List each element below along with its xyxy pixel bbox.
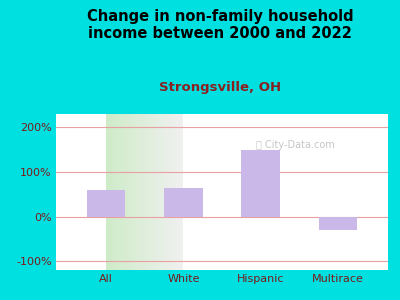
Bar — [162, 114, 163, 270]
Bar — [147, 114, 148, 270]
Bar — [174, 114, 175, 270]
Bar — [151, 114, 152, 270]
Bar — [129, 114, 130, 270]
Bar — [180, 114, 181, 270]
Bar — [140, 114, 141, 270]
Bar — [119, 114, 120, 270]
Bar — [169, 114, 170, 270]
Bar — [178, 114, 179, 270]
Bar — [145, 114, 146, 270]
Bar — [159, 114, 160, 270]
Bar — [181, 114, 182, 270]
Bar — [170, 114, 171, 270]
Bar — [125, 114, 126, 270]
Bar — [112, 114, 113, 270]
Bar — [164, 188, 203, 217]
Bar — [116, 114, 117, 270]
Bar — [168, 114, 169, 270]
Bar — [179, 114, 180, 270]
Bar — [139, 114, 140, 270]
Bar — [126, 114, 127, 270]
Bar — [115, 114, 116, 270]
Bar — [160, 114, 161, 270]
Bar — [117, 114, 118, 270]
Bar — [120, 114, 121, 270]
Bar — [130, 114, 131, 270]
Bar — [134, 114, 135, 270]
Text: Strongsville, OH: Strongsville, OH — [159, 81, 281, 94]
Bar — [318, 217, 357, 230]
Bar — [127, 114, 128, 270]
Bar — [114, 114, 115, 270]
Bar — [144, 114, 145, 270]
Text: Ⓜ City-Data.com: Ⓜ City-Data.com — [256, 140, 334, 150]
Bar — [175, 114, 176, 270]
Bar — [106, 114, 107, 270]
Bar — [150, 114, 151, 270]
Bar — [137, 114, 138, 270]
Bar — [108, 114, 109, 270]
Bar — [149, 114, 150, 270]
Bar — [154, 114, 155, 270]
Bar — [113, 114, 114, 270]
Bar — [123, 114, 124, 270]
Bar — [153, 114, 154, 270]
Bar — [142, 114, 143, 270]
Bar — [146, 114, 147, 270]
Bar — [241, 150, 280, 217]
Bar — [152, 114, 153, 270]
Bar — [177, 114, 178, 270]
Bar — [171, 114, 172, 270]
Bar — [176, 114, 177, 270]
Text: Change in non-family household
income between 2000 and 2022: Change in non-family household income be… — [87, 9, 353, 41]
Bar — [121, 114, 122, 270]
Bar — [172, 114, 173, 270]
Bar — [109, 114, 110, 270]
Bar — [155, 114, 156, 270]
Bar — [141, 114, 142, 270]
Bar — [182, 114, 183, 270]
Bar — [167, 114, 168, 270]
Bar — [163, 114, 164, 270]
Bar — [138, 114, 139, 270]
Bar — [118, 114, 119, 270]
Bar — [132, 114, 133, 270]
Bar — [143, 114, 144, 270]
Bar — [156, 114, 157, 270]
Bar — [135, 114, 136, 270]
Bar — [158, 114, 159, 270]
Bar — [173, 114, 174, 270]
Bar — [164, 114, 165, 270]
Bar — [111, 114, 112, 270]
Bar — [124, 114, 125, 270]
Bar — [110, 114, 111, 270]
Bar — [107, 114, 108, 270]
Bar — [161, 114, 162, 270]
Bar — [148, 114, 149, 270]
Bar — [128, 114, 129, 270]
Bar — [136, 114, 137, 270]
Bar — [87, 190, 126, 217]
Bar — [166, 114, 167, 270]
Bar — [157, 114, 158, 270]
Bar — [133, 114, 134, 270]
Bar — [122, 114, 123, 270]
Bar — [131, 114, 132, 270]
Bar — [165, 114, 166, 270]
